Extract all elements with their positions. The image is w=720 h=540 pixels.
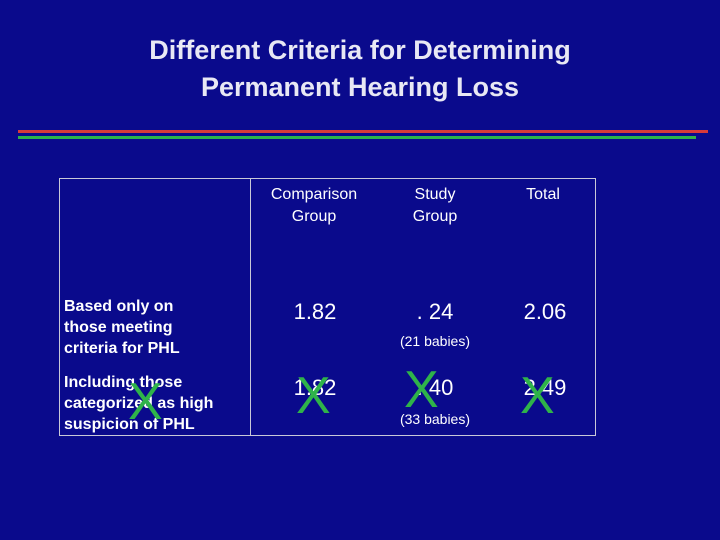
cross-mark-comparison: X [296, 367, 331, 425]
row2-study-note: (33 babies) [399, 411, 471, 427]
row1-study-value: . 24 [416, 299, 454, 324]
cross-mark-label: X [128, 373, 163, 431]
table-divider [250, 178, 251, 436]
header-comparison-group: Comparison Group [255, 184, 373, 228]
row1-label-line-2: those meeting [64, 319, 173, 336]
row2-study-value: . 40 [416, 375, 454, 400]
header-study-line-1: Study [414, 186, 456, 203]
row1-total-value: 2.06 [523, 299, 567, 324]
cross-mark-total: X [520, 367, 555, 425]
row2-label-line-2: categorized as high [64, 395, 214, 412]
header-comparison-line-1: Comparison [270, 186, 358, 203]
row-label-high-suspicion: Including those categorized as high susp… [64, 372, 213, 435]
row2-total-value: 2.49 [523, 375, 567, 400]
row1-comparison-value: 1.82 [293, 299, 337, 324]
cross-mark-study: X [404, 361, 439, 419]
header-total: Total [500, 184, 586, 206]
header-study-group: Study Group [380, 184, 490, 228]
title-rule-green [18, 136, 696, 139]
slide-title: Different Criteria for Determining Perma… [0, 32, 720, 106]
header-total-line-1: Total [526, 186, 560, 203]
row-label-criteria-phl: Based only on those meeting criteria for… [64, 296, 180, 359]
row2-label-line-3: suspicion of PHL [64, 416, 195, 433]
header-study-line-2: Group [412, 208, 458, 225]
row2-comparison-value: 1.82 [293, 375, 337, 400]
title-rule-red [18, 130, 708, 133]
row1-study-note: (21 babies) [399, 333, 471, 349]
row2-label-line-1: Including those [64, 374, 183, 391]
row1-label-line-1: Based only on [64, 298, 174, 315]
data-table-frame [59, 178, 596, 436]
row1-label-line-3: criteria for PHL [64, 340, 180, 357]
slide-title-line-1: Different Criteria for Determining [149, 35, 571, 65]
slide-title-line-2: Permanent Hearing Loss [200, 72, 520, 102]
header-comparison-line-2: Group [291, 208, 337, 225]
